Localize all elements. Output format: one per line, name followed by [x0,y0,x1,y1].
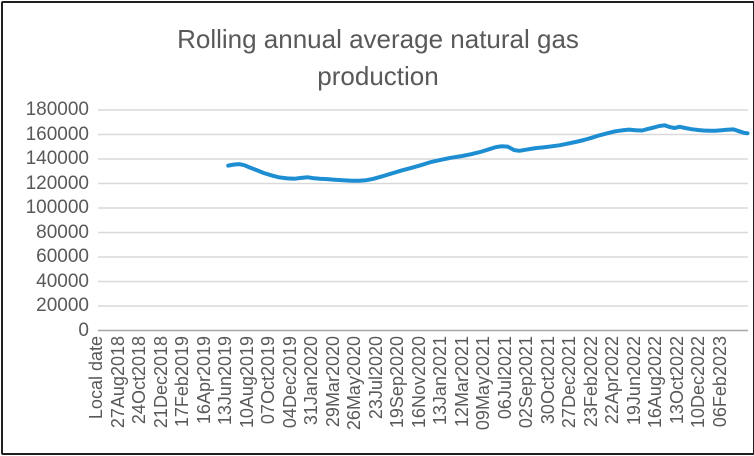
x-tick-label: 06Jul2021 [494,336,515,420]
x-tick-label: 10Aug2019 [236,336,257,429]
x-tick-label: 22Apr2022 [602,336,622,425]
x-tick-label: 10Dec2022 [688,336,708,429]
x-tick-label: 19Jun2022 [623,336,644,426]
y-tick-label: 120000 [25,172,89,194]
x-tick-label: 16Aug2022 [645,336,665,429]
x-tick-label: 23Jul2020 [365,336,386,420]
x-tick-label: 13Oct2022 [666,336,687,425]
x-tick-label: 07Oct2019 [258,336,278,425]
x-tick-label: 29Mar2020 [322,336,343,428]
y-tick-label: 100000 [25,197,89,218]
x-tick-label: 26May2020 [344,336,364,431]
x-tick-label: Local date [86,336,106,420]
x-tick-label: 09May2021 [473,336,493,431]
x-tick-label: 04Dec2019 [279,336,300,429]
chart-title: Rolling annual average natural gas produ… [177,24,579,91]
x-tick-label: 21Dec2018 [150,336,171,429]
x-tick-label: 27Aug2018 [107,336,128,429]
y-tick-label: 0 [78,319,89,341]
x-tick-label: 13Jun2019 [215,336,235,426]
y-tick-label: 80000 [36,221,89,243]
x-tick-label: 19Sep2020 [387,336,407,429]
x-tick-label: 13Jan2021 [430,336,450,426]
y-tick-label: 140000 [25,148,89,169]
x-tick-label: 16Apr2019 [193,336,214,425]
x-tick-label: 16Nov2020 [408,336,429,429]
x-tick-label: 24Oct2018 [129,336,149,425]
y-tick-label: 20000 [36,295,89,316]
x-tick-label: 23Feb2022 [580,336,601,428]
x-tick-label: 02Sep2021 [516,336,536,429]
plot-area [98,109,750,332]
y-tick-label: 160000 [25,123,89,145]
x-tick-label: 12Mar2021 [451,336,472,428]
x-tick-label: 30Oct2021 [537,336,558,425]
x-tick-label: 06Feb2023 [709,336,730,428]
y-tick-label: 60000 [36,246,89,267]
x-tick-label: 17Feb2019 [172,336,192,428]
x-tick-label: 27Dec2021 [559,336,579,429]
series-line [226,123,750,183]
y-tick-label: 40000 [36,270,89,292]
y-tick-label: 180000 [25,99,89,120]
x-tick-label: 31Jan2020 [301,336,321,426]
